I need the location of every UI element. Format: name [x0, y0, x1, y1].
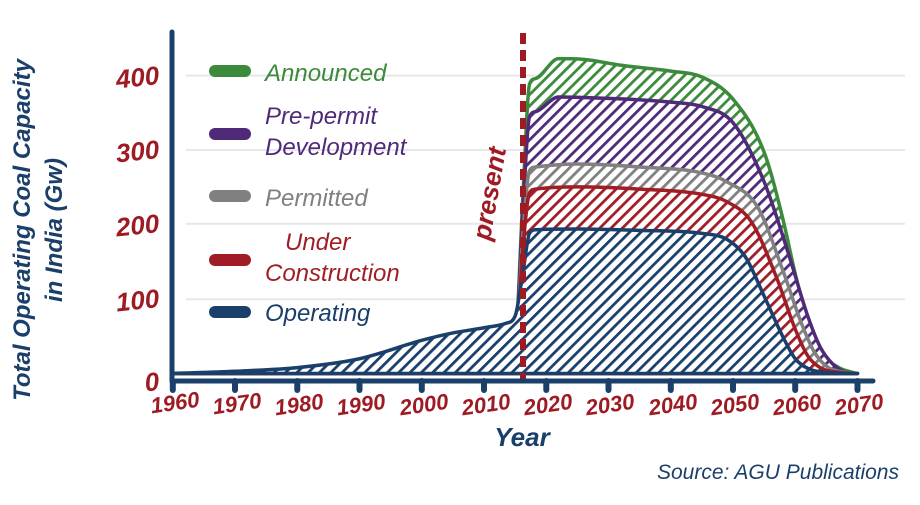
svg-text:Under: Under: [285, 229, 351, 256]
svg-text:Announced: Announced: [263, 60, 387, 87]
svg-text:Pre-permit: Pre-permit: [265, 103, 378, 130]
svg-text:Operating: Operating: [265, 300, 371, 327]
svg-text:Source: AGU Publications: Source: AGU Publications: [657, 461, 900, 484]
svg-text:Year: Year: [494, 422, 551, 452]
svg-text:200: 200: [113, 208, 161, 243]
svg-text:in India (Gw): in India (Gw): [41, 158, 68, 302]
svg-text:300: 300: [114, 134, 161, 168]
svg-text:400: 400: [113, 60, 161, 95]
svg-text:Construction: Construction: [265, 260, 400, 287]
svg-text:Permitted: Permitted: [265, 185, 368, 212]
svg-text:Total Operating Coal Capacity: Total Operating Coal Capacity: [9, 57, 36, 400]
svg-text:Development: Development: [265, 134, 408, 161]
svg-text:100: 100: [114, 283, 161, 317]
